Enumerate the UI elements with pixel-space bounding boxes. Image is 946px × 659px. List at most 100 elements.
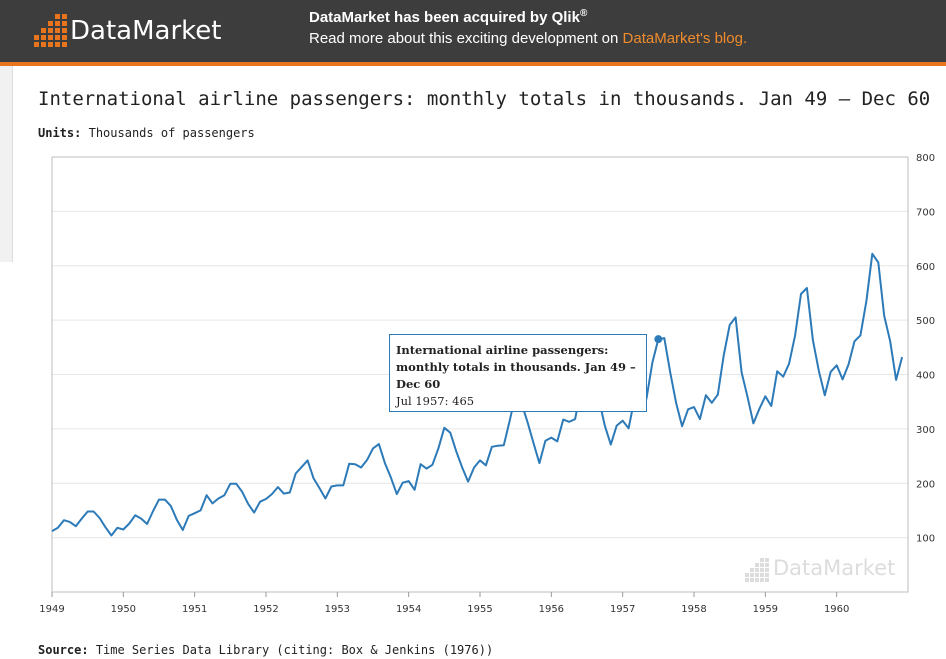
units-value: Thousands of passengers [88,126,255,140]
y-tick-label: 200 [916,479,935,490]
x-tick-label: 1949 [39,604,64,615]
units-label: Units: [38,126,82,140]
blog-link[interactable]: DataMarket's blog. [622,30,748,47]
series [51,250,906,539]
data-point [298,463,306,471]
data-point [339,481,347,489]
tooltip-title: International airline passengers: monthl… [396,343,636,391]
watermark-grid-icon [745,558,769,582]
data-point [856,331,864,339]
data-point [411,486,419,494]
data-point [535,459,543,467]
data-point [648,359,656,367]
y-tick-label: 800 [916,153,935,164]
top-banner: DataMarket DataMarket has been acquired … [0,0,946,62]
data-point [755,405,763,413]
data-point [833,361,841,369]
data-point [815,367,823,375]
data-point [761,392,769,400]
data-point [268,490,276,498]
data-point [393,490,401,498]
data-point [405,477,413,485]
y-tick-label: 500 [916,316,935,327]
data-point [898,353,906,361]
data-point [375,440,383,448]
data-point [809,336,817,344]
data-point [161,496,169,504]
passengers-series-line [51,252,904,537]
data-point [381,459,389,467]
data-point [690,403,698,411]
data-point [720,351,728,359]
data-point [452,447,460,455]
data-point [434,444,442,452]
y-tick-label: 300 [916,425,935,436]
data-point [179,526,187,534]
data-point [738,368,746,376]
x-tick-label: 1952 [253,604,278,615]
data-point [446,429,454,437]
data-point [72,522,80,530]
announcement-title: DataMarket has been acquired by Qlik [309,9,580,26]
data-point [357,463,365,471]
data-point [220,491,228,499]
source-label: Source: [38,643,89,657]
logo-grid-icon [34,14,67,47]
tooltip-value: Jul 1957: 465 [396,394,475,408]
data-point [524,418,532,426]
x-tick-label: 1956 [539,604,564,615]
data-point [250,509,258,517]
tick-labels: 100 200 300 400 500 600 700 800 1949 1950 1951 1952… [39,153,935,615]
highlight [654,335,663,344]
data-point [779,373,787,381]
data-point [827,368,835,376]
data-point [880,312,888,320]
x-tick-label: 1957 [610,604,635,615]
data-point [316,484,324,492]
chart-tooltip: International airline passengers: monthl… [389,334,647,412]
highlighted-point [654,335,663,344]
registered-mark: ® [579,8,588,19]
data-point [553,437,561,445]
data-point [744,393,752,401]
data-point [125,519,133,527]
data-point [107,531,115,539]
axes [51,156,909,597]
data-point [601,422,609,430]
data-point [868,250,876,258]
data-point [292,469,300,477]
data-point [672,399,680,407]
data-point [785,360,793,368]
y-tick-label: 100 [916,534,935,545]
data-point [702,391,710,399]
data-point [173,516,181,524]
data-point [607,441,615,449]
x-tick-label: 1953 [325,604,350,615]
data-point [428,461,436,469]
watermark-text: DataMarket [773,556,896,580]
data-point [500,441,508,449]
data-point [862,297,870,305]
units-line: Units: Thousands of passengers [38,126,255,140]
data-point [851,337,859,345]
side-panel-edge [0,66,13,262]
data-point [149,507,157,515]
data-point [90,508,98,516]
x-tick-label: 1950 [111,604,136,615]
data-point [304,456,312,464]
data-point [749,419,757,427]
x-tick-label: 1960 [824,604,849,615]
data-point [197,506,205,514]
logo-text: DataMarket [70,16,222,46]
data-point [666,368,674,376]
data-point [143,520,151,528]
data-point [530,439,538,447]
data-point [470,463,478,471]
data-point [167,502,175,510]
data-point [286,488,294,496]
y-tick-label: 400 [916,371,935,382]
data-point [803,284,811,292]
data-point [892,376,900,384]
data-point [886,337,894,345]
